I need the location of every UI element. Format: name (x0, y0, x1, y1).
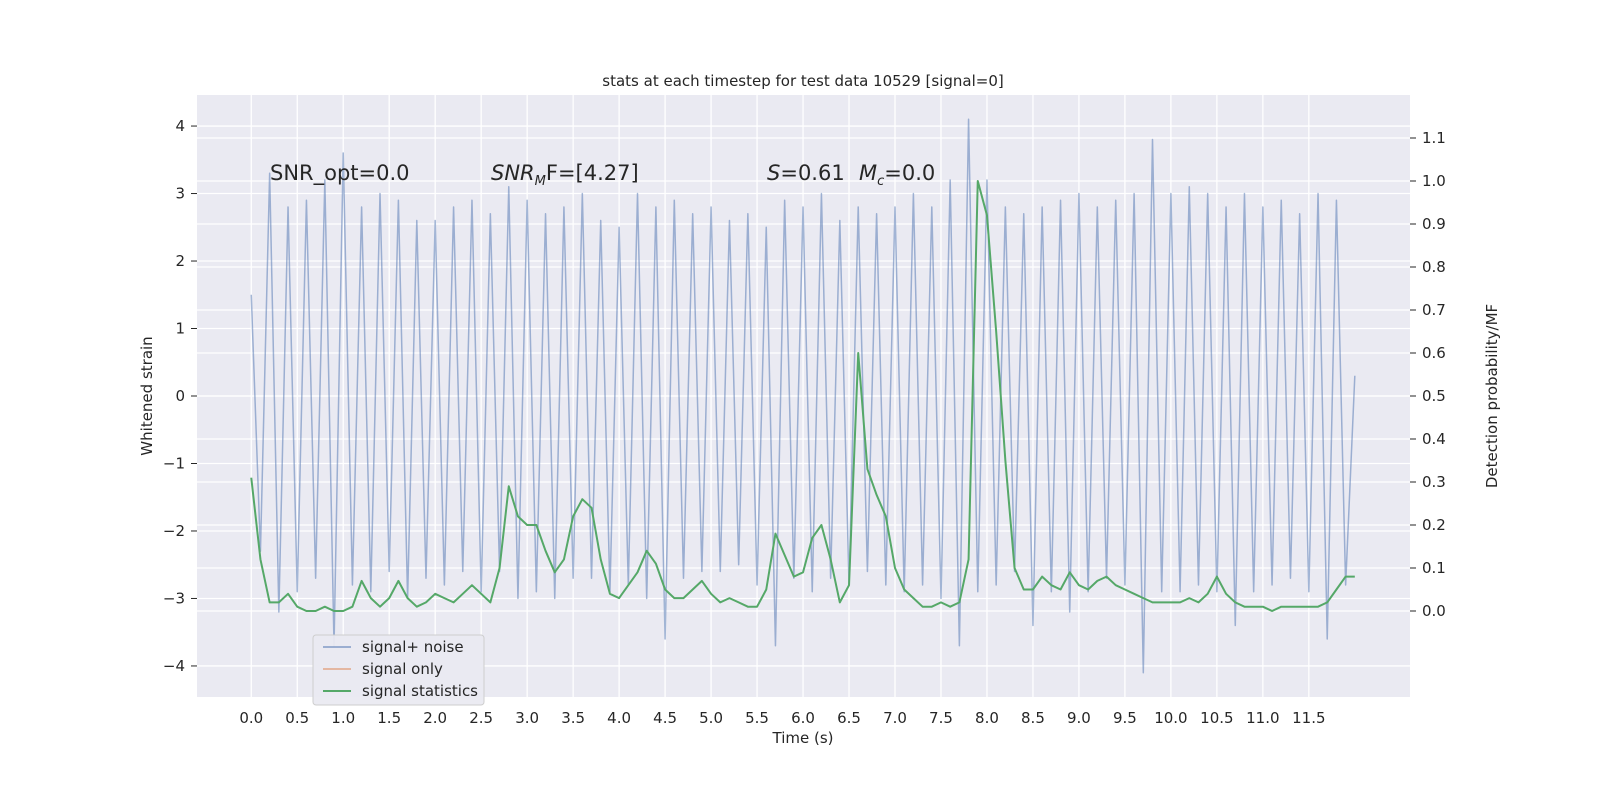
annotation: Mc=0.0 (859, 161, 935, 189)
x-tick-label: 0.0 (239, 709, 263, 727)
y-tick-label: 0 (175, 387, 185, 405)
x-tick-label: 7.0 (883, 709, 907, 727)
y-tick-label: 4 (175, 117, 185, 135)
annotation-part: F=[4.27] (546, 161, 639, 185)
x-axis-label: Time (s) (772, 729, 834, 747)
y2-tick-label: 1.0 (1422, 172, 1446, 190)
legend-label: signal+ noise (362, 638, 464, 656)
annotation: SNR_opt=0.0 (270, 161, 410, 186)
x-tick-label: 8.5 (1021, 709, 1045, 727)
x-tick-label: 5.5 (745, 709, 769, 727)
annotation: SNRMF=[4.27] (491, 161, 639, 189)
y2-tick-label: 0.6 (1422, 344, 1446, 362)
grid (197, 95, 1410, 697)
annotation-part: c (877, 174, 884, 189)
annotation-part: S (767, 161, 780, 185)
y-tick-label: −2 (163, 522, 185, 540)
x-tick-label: 9.5 (1113, 709, 1137, 727)
y2-tick-label: 0.3 (1422, 473, 1446, 491)
legend-label: signal only (362, 660, 443, 678)
legend-label: signal statistics (362, 682, 478, 700)
x-tick-label: 8.0 (975, 709, 999, 727)
y-tick-label: 2 (175, 252, 185, 270)
x-tick-label: 3.5 (561, 709, 585, 727)
x-tick-label: 6.0 (791, 709, 815, 727)
y2-tick-label: 0.8 (1422, 258, 1446, 276)
x-tick-label: 4.0 (607, 709, 631, 727)
x-tick-label: 7.5 (929, 709, 953, 727)
y2-tick-label: 1.1 (1422, 129, 1446, 147)
x-tick-label: 2.0 (423, 709, 447, 727)
y-axis-label: Whitened strain (138, 336, 156, 455)
y2-tick-label: 0.1 (1422, 559, 1446, 577)
annotation: S=0.61 (767, 161, 845, 185)
legend: signal+ noise signal only signal statistic… (312, 634, 485, 706)
annotation-part: =0.0 (884, 161, 935, 185)
axes: 0.0 0.5 1.0 1.5 2.0 2.5 3.0 3.5 4.0 4.5 5.0 5.5 6.0 6… (163, 117, 1446, 727)
x-tick-label: 3.0 (515, 709, 539, 727)
series-line (250, 118, 1356, 674)
x-tick-label: 2.5 (469, 709, 493, 727)
legend-box (312, 634, 485, 706)
x-tick-label: 5.0 (699, 709, 723, 727)
y-tick-label: 3 (175, 185, 185, 203)
x-tick-label: 10.5 (1200, 709, 1233, 727)
annotation-part: =0.61 (780, 161, 844, 185)
x-tick-label: 1.5 (377, 709, 401, 727)
y2-tick-label: 0.9 (1422, 215, 1446, 233)
y2-tick-label: 0.4 (1422, 430, 1446, 448)
y2-tick-label: 0.7 (1422, 301, 1446, 319)
y2-tick-label: 0.5 (1422, 387, 1446, 405)
series-line (250, 180, 1355, 612)
y-tick-label: −3 (163, 589, 185, 607)
x-tick-label: 0.5 (285, 709, 309, 727)
y-tick-label: −1 (163, 454, 185, 472)
y-tick-label: 1 (175, 320, 185, 338)
x-tick-label: 4.5 (653, 709, 677, 727)
lines (250, 118, 1356, 674)
annotation-part: M (859, 161, 877, 185)
y2-tick-label: 0.0 (1422, 602, 1446, 620)
chart-title: stats at each timestep for test data 105… (602, 72, 1003, 90)
x-tick-label: 6.5 (837, 709, 861, 727)
x-tick-label: 11.5 (1292, 709, 1325, 727)
annotation-part: M (535, 174, 546, 189)
y2-tick-label: 0.2 (1422, 516, 1446, 534)
y-tick-label: −4 (163, 657, 185, 675)
annotation-part: SNR (491, 161, 535, 185)
y2-axis-label: Detection probability/MF (1483, 304, 1501, 488)
x-tick-label: 9.0 (1067, 709, 1091, 727)
x-tick-label: 11.0 (1246, 709, 1279, 727)
x-tick-label: 10.0 (1154, 709, 1187, 727)
x-tick-label: 1.0 (331, 709, 355, 727)
